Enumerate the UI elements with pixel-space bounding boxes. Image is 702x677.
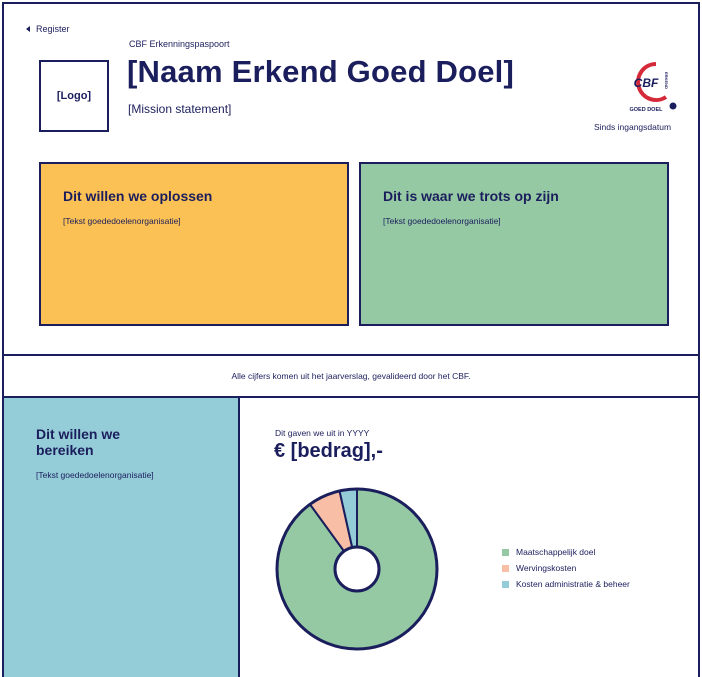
card-problem: Dit willen we oplossen [Tekst goededoele… <box>39 162 349 326</box>
logo-placeholder: [Logo] <box>39 60 109 132</box>
cbf-seal-icon: CBF ERKEND GOED DOEL <box>629 62 677 113</box>
back-link[interactable]: Register <box>26 24 70 34</box>
card-pride-text: [Tekst goededoelenorganisatie] <box>383 216 501 226</box>
seal-side-text: ERKEND <box>664 72 669 89</box>
spending-amount: € [bedrag],- <box>274 440 383 462</box>
legend-item: Maatschappelijk doel <box>502 547 630 557</box>
header-section: Register [Logo] CBF Erkenningspaspoort [… <box>4 4 698 354</box>
source-note: Alle cijfers komen uit het jaarverslag, … <box>4 354 698 398</box>
legend-label: Wervingskosten <box>516 563 577 573</box>
pie-center-hole <box>333 545 381 593</box>
legend-swatch <box>502 548 509 556</box>
legend-swatch <box>502 564 509 572</box>
page-kicker: CBF Erkenningspaspoort <box>129 39 230 49</box>
legend-label: Kosten administratie & beheer <box>516 579 630 589</box>
source-note-text: Alle cijfers komen uit het jaarverslag, … <box>231 371 471 381</box>
card-problem-title: Dit willen we oplossen <box>63 188 213 204</box>
spending-pie-chart <box>275 487 439 651</box>
back-link-label: Register <box>36 24 70 34</box>
goals-text: [Tekst goededoelenorganisatie] <box>36 470 154 480</box>
legend-swatch <box>502 580 509 588</box>
card-pride-title: Dit is waar we trots op zijn <box>383 188 559 204</box>
logo-placeholder-label: [Logo] <box>56 90 92 102</box>
page-title: [Naam Erkend Goed Doel] <box>127 54 515 89</box>
seal-bottom-text: GOED DOEL <box>629 107 663 113</box>
legend-item: Wervingskosten <box>502 563 630 573</box>
goals-title: Dit willen we bereiken <box>36 426 121 458</box>
card-problem-text: [Tekst goededoelenorganisatie] <box>63 216 181 226</box>
legend-label: Maatschappelijk doel <box>516 547 596 557</box>
spending-label: Dit gaven we uit in YYYY <box>275 428 370 438</box>
legend-item: Kosten administratie & beheer <box>502 579 630 589</box>
mission-statement: [Mission statement] <box>128 102 232 116</box>
back-arrow-icon <box>26 26 30 32</box>
since-date: Sinds ingangsdatum <box>594 122 672 132</box>
seal-top-text: CBF <box>634 76 659 90</box>
pie-outline <box>275 487 439 651</box>
card-pride: Dit is waar we trots op zijn [Tekst goed… <box>359 162 669 326</box>
chart-legend: Maatschappelijk doel Wervingskosten Kosten… <box>502 547 630 595</box>
goals-panel: Dit willen we bereiken [Tekst goededoele… <box>4 398 240 677</box>
